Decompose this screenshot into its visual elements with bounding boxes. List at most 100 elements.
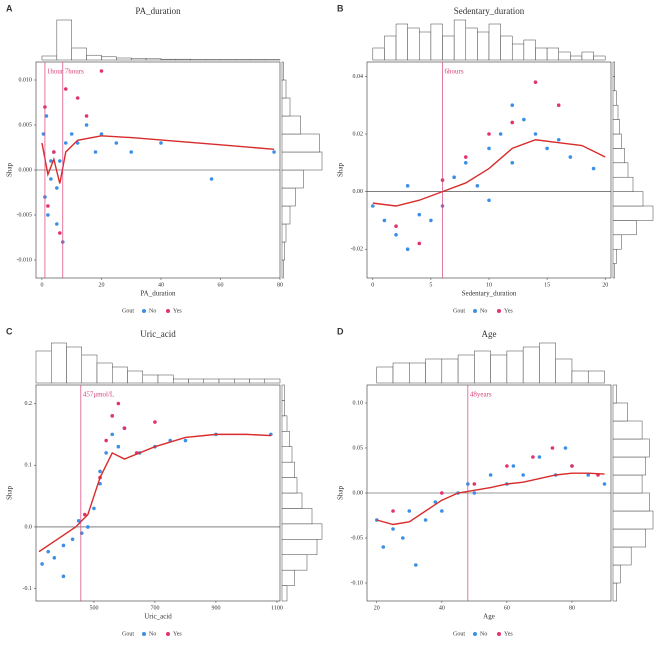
top-hist-bar	[145, 58, 162, 61]
y-tick-label: 0.005	[19, 122, 33, 128]
point	[84, 123, 89, 127]
point	[58, 231, 62, 235]
point	[93, 150, 98, 154]
panel: D Age 20 40 60 80 -0.10 -0.05 0.00 0.05 0.10 Age Sha…	[337, 326, 654, 637]
point	[391, 509, 395, 513]
threshold-label: 457μmol/L	[83, 391, 114, 399]
point	[602, 482, 607, 486]
panel: C Uric_acid 500 700 900 1100 -0.1 0.0 0.1 0.2 Uric…	[6, 326, 323, 637]
point	[570, 464, 574, 468]
point	[475, 184, 480, 188]
y-tick-label: 0.00	[353, 189, 364, 195]
top-hist-bar	[587, 370, 605, 384]
top-hist-bar	[203, 378, 220, 384]
point	[405, 247, 410, 251]
point	[487, 198, 491, 203]
right-hist-bar	[612, 456, 646, 476]
threshold-label: 1hour	[47, 68, 64, 76]
point	[159, 141, 163, 145]
point	[394, 224, 398, 228]
right-hist-bar	[281, 569, 295, 586]
point	[591, 166, 596, 171]
point	[381, 545, 386, 549]
point	[452, 175, 456, 179]
panel-label: C	[6, 326, 13, 336]
right-hist-bar	[612, 510, 654, 530]
right-hist-bar	[612, 234, 622, 250]
point	[129, 150, 134, 154]
point	[586, 473, 591, 477]
legend-label: Yes	[173, 631, 182, 637]
x-tick-label: 20	[374, 605, 380, 611]
x-tick-label: 60	[217, 282, 223, 288]
threshold-label: 48years	[470, 391, 492, 399]
top-hist-bar	[571, 370, 589, 384]
point	[63, 141, 68, 145]
legend-label: No	[480, 308, 487, 314]
chart-title: Age	[482, 329, 497, 339]
point	[55, 186, 59, 190]
panel-label: A	[6, 3, 13, 13]
top-hist-bar	[570, 55, 583, 61]
right-hist-bar	[612, 191, 644, 207]
y-tick-label: -0.05	[351, 535, 364, 541]
top-hist-bar	[160, 58, 177, 61]
legend-label: Yes	[504, 631, 513, 637]
point	[110, 432, 115, 437]
point	[487, 132, 491, 136]
point	[510, 120, 515, 125]
top-hist-bar	[112, 366, 128, 384]
right-hist-bar	[281, 554, 308, 571]
top-hist-bar	[127, 370, 143, 384]
right-hist-bar	[281, 523, 323, 540]
point	[423, 518, 428, 522]
trend-line	[376, 472, 605, 526]
top-hist-bar	[384, 35, 397, 61]
right-hist-bar	[612, 90, 617, 106]
point	[498, 132, 503, 136]
point	[61, 543, 66, 548]
y-tick-label: -0.010	[17, 257, 33, 263]
point	[41, 132, 46, 136]
point	[568, 155, 573, 159]
legend-swatch	[142, 632, 146, 636]
legend-label: No	[480, 631, 487, 637]
point	[556, 137, 561, 142]
point	[511, 464, 516, 468]
legend-swatch	[166, 632, 170, 636]
right-hist-bar	[612, 492, 650, 512]
threshold-label: 6hours	[445, 68, 464, 76]
right-hist-bar	[281, 223, 287, 243]
y-tick-label: 0.02	[353, 131, 364, 137]
legend-label: No	[149, 308, 156, 314]
point	[58, 159, 62, 163]
right-hist-bar	[281, 431, 290, 447]
right-hist-bar	[281, 151, 323, 171]
point	[440, 509, 444, 513]
point	[537, 455, 542, 459]
right-hist-bar	[612, 582, 617, 602]
right-hist-bar	[612, 76, 615, 92]
x-tick-label: 1100	[271, 605, 283, 611]
point	[99, 69, 104, 73]
point	[531, 455, 535, 459]
top-hist-bar	[474, 350, 491, 384]
legend-swatch	[166, 309, 170, 313]
right-hist-bar	[281, 115, 301, 135]
legend-swatch	[473, 309, 477, 313]
top-hist-bar	[523, 39, 536, 61]
point	[521, 473, 525, 477]
right-hist-bar	[281, 446, 293, 463]
top-hist-bar	[555, 358, 573, 384]
point	[69, 132, 74, 136]
point	[522, 117, 526, 122]
panel: B Sedentary_duration 0 5 10 15 20 -0.02 0.00 0.02…	[337, 3, 654, 314]
panel: A PA_duration 0 20 40 60 80 -0.010 -0.005 0.000 0.…	[6, 3, 323, 314]
top-hist-bar	[66, 346, 82, 384]
top-hist-bar	[457, 354, 475, 384]
right-hist-bar	[612, 61, 615, 77]
point	[533, 80, 538, 84]
x-tick-label: 0	[40, 282, 43, 288]
right-hist-bar	[281, 79, 287, 99]
